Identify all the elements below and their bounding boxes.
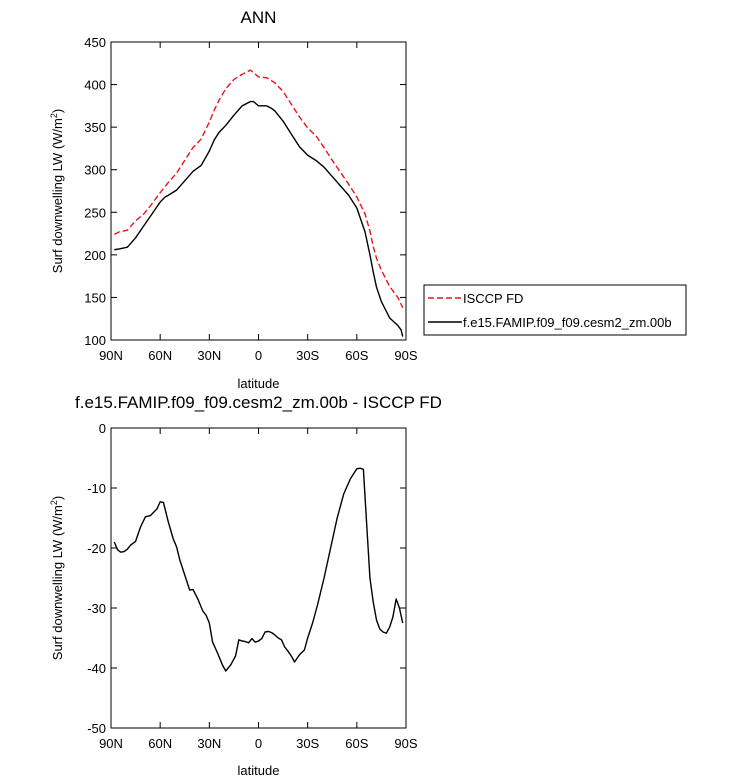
top-y-tick-label: 450 [84, 35, 106, 50]
bottom-x-tick-label: 0 [255, 736, 262, 751]
bottom-panel: f.e15.FAMIP.f09_f09.cesm2_zm.00b - ISCCP… [49, 393, 442, 778]
top-y-axis-label-tail: ) [50, 109, 65, 113]
top-plot-frame [110, 41, 407, 341]
legend-label-model: f.e15.FAMIP.f09_f09.cesm2_zm.00b [463, 315, 672, 330]
top-y-ticks: 100 150 200 250 300 350 400 450 [84, 35, 406, 348]
bottom-y-axis-label: Surf downwelling LW (W/m2) [49, 496, 65, 660]
bottom-x-tick-label: 60S [345, 736, 368, 751]
top-series-line-model [114, 100, 404, 337]
bottom-chart-title: f.e15.FAMIP.f09_f09.cesm2_zm.00b - ISCCP… [75, 393, 442, 412]
top-x-tick-label: 30N [197, 348, 221, 363]
bottom-x-axis-label: latitude [238, 763, 280, 778]
bottom-series-lines [113, 467, 404, 672]
bottom-x-tick-label: 30S [296, 736, 319, 751]
legend-label-isccp: ISCCP FD [463, 291, 523, 306]
bottom-x-tick-label: 30N [197, 736, 221, 751]
top-y-tick-label: 350 [84, 120, 106, 135]
top-y-tick-label: 300 [84, 163, 106, 178]
bottom-x-tick-label: 90S [394, 736, 417, 751]
bottom-y-tick-label: -50 [87, 721, 106, 736]
bottom-x-tick-label: 60N [148, 736, 172, 751]
bottom-y-tick-label: -30 [87, 601, 106, 616]
top-y-tick-label: 250 [84, 205, 106, 220]
bottom-x-tick-label: 90N [99, 736, 123, 751]
bottom-y-tick-label: -40 [87, 661, 106, 676]
top-y-axis-label-main: Surf downwelling LW (W/m [50, 118, 65, 273]
bottom-x-ticks: 90N 60N 30N 0 30S 60S 90S [99, 428, 418, 751]
top-x-tick-label: 90S [394, 348, 417, 363]
top-x-tick-label: 0 [255, 348, 262, 363]
top-y-axis-label: Surf downwelling LW (W/m2) [49, 109, 65, 273]
top-panel: ANN 100 150 200 250 300 350 400 450 90N 60N 30N 0 3… [49, 8, 418, 391]
top-series-lines [113, 69, 404, 337]
top-x-tick-label: 90N [99, 348, 123, 363]
bottom-y-tick-label: -10 [87, 481, 106, 496]
top-x-axis-label: latitude [238, 376, 280, 391]
top-chart-title: ANN [241, 8, 277, 27]
top-y-tick-label: 200 [84, 248, 106, 263]
bottom-y-ticks: -50 -40 -30 -20 -10 0 [87, 421, 406, 736]
top-y-tick-label: 150 [84, 290, 106, 305]
top-y-tick-label: 400 [84, 78, 106, 93]
legend: ISCCP FD f.e15.FAMIP.f09_f09.cesm2_zm.00… [423, 284, 687, 336]
bottom-series-line-model [113, 467, 404, 672]
top-y-tick-label: 100 [84, 333, 106, 348]
top-series-line-isccp [113, 69, 404, 308]
top-y-axis-label-sup: 2 [49, 113, 59, 118]
bottom-plot-frame [110, 427, 407, 729]
legend-box [423, 284, 687, 336]
top-x-ticks: 90N 60N 30N 0 30S 60S 90S [99, 42, 418, 363]
top-x-tick-label: 30S [296, 348, 319, 363]
top-x-tick-label: 60N [148, 348, 172, 363]
top-x-tick-label: 60S [345, 348, 368, 363]
bottom-y-tick-label: -20 [87, 541, 106, 556]
bottom-y-tick-label: 0 [99, 421, 106, 436]
bottom-y-axis-label-tail: ) [50, 496, 65, 500]
bottom-y-axis-label-sup: 2 [49, 500, 59, 505]
bottom-y-axis-label-main: Surf downwelling LW (W/m [50, 505, 65, 660]
